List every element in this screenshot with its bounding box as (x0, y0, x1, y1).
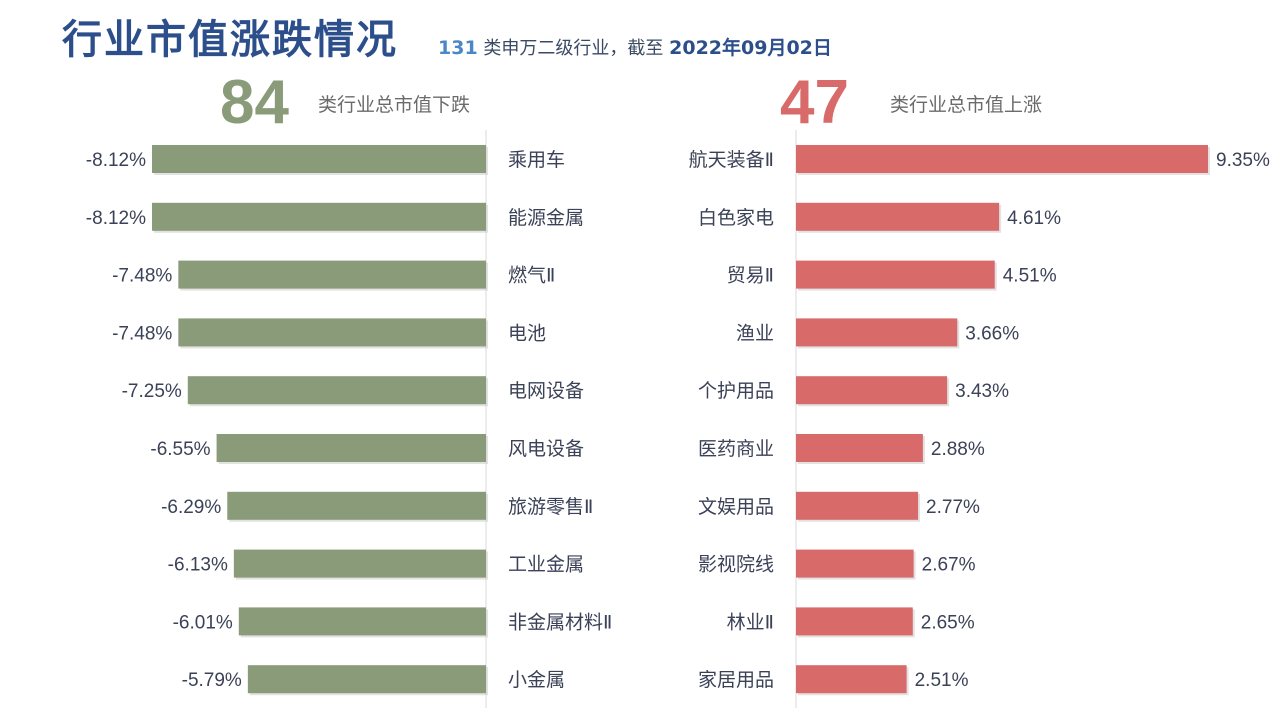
down-category-label: 非金属材料Ⅱ (508, 611, 612, 633)
down-bar (227, 491, 487, 520)
up-category-label: 影视院线 (698, 554, 774, 576)
up-category-label: 航天装备Ⅱ (689, 149, 774, 171)
down-bar (247, 665, 486, 694)
up-category-label: 贸易Ⅱ (727, 265, 774, 287)
up-label: 类行业总市值上涨 (890, 94, 1043, 116)
down-category-label: 乘用车 (508, 149, 565, 171)
down-bar (187, 376, 487, 405)
down-value-label: -7.48% (112, 323, 172, 344)
up-category-label: 个护用品 (698, 380, 774, 402)
down-value-label: -6.01% (173, 612, 233, 633)
page-title: 行业市值涨跌情况 (62, 17, 398, 63)
up-count: 47 (780, 68, 849, 137)
down-value-label: -8.12% (86, 208, 146, 229)
down-category-label: 工业金属 (508, 554, 584, 576)
down-category-label: 小金属 (508, 669, 565, 691)
down-value-label: -7.25% (122, 381, 182, 402)
down-category-label: 旅游零售Ⅱ (508, 496, 593, 518)
up-value-label: 3.43% (955, 381, 1009, 402)
up-bar (796, 665, 907, 694)
up-value-label: 4.51% (1003, 266, 1057, 287)
up-bar (796, 260, 995, 289)
down-value-label: -6.29% (161, 497, 221, 518)
up-value-label: 2.77% (926, 497, 980, 518)
down-bar (178, 260, 486, 289)
up-bar (796, 607, 913, 636)
up-value-label: 3.66% (965, 323, 1019, 344)
up-category-label: 家居用品 (698, 669, 774, 691)
up-bar (796, 318, 958, 347)
down-value-label: -6.55% (150, 439, 210, 460)
up-bar (796, 491, 919, 520)
up-bar (796, 202, 1000, 231)
down-bar (152, 145, 486, 173)
down-category-label: 电网设备 (508, 380, 584, 402)
down-bar (238, 607, 486, 636)
up-category-label: 渔业 (736, 322, 774, 344)
up-value-label: 2.67% (922, 555, 976, 576)
subtitle-text: 类申万二级行业，截至 (477, 38, 670, 59)
down-category-label: 电池 (508, 322, 546, 344)
page-subtitle: 131 类申万二级行业，截至 2022年09月02日 (438, 36, 832, 61)
down-category-label: 燃气Ⅱ (508, 265, 555, 287)
down-bar (152, 202, 486, 231)
down-value-label: -5.79% (182, 670, 242, 691)
down-value-label: -7.48% (112, 266, 172, 287)
up-category-label: 医药商业 (698, 438, 774, 460)
down-category-label: 风电设备 (508, 438, 584, 460)
up-value-label: 4.61% (1007, 208, 1061, 229)
down-category-label: 能源金属 (508, 207, 584, 229)
up-category-label: 白色家电 (698, 207, 774, 229)
up-value-label: 2.88% (931, 439, 985, 460)
up-bar (796, 376, 948, 405)
up-category-label: 林业Ⅱ (727, 611, 774, 633)
down-bar (178, 318, 486, 347)
as-of-date: 2022年09月02日 (669, 37, 832, 59)
up-value-label: 2.51% (915, 670, 969, 691)
down-count: 84 (220, 68, 289, 137)
up-bar (796, 434, 923, 462)
up-category-label: 文娱用品 (698, 496, 774, 518)
up-bar (796, 549, 914, 578)
up-value-label: 2.65% (921, 612, 975, 633)
down-value-label: -6.13% (168, 555, 228, 576)
up-bar (796, 145, 1208, 173)
down-bar (216, 434, 487, 462)
down-value-label: -8.12% (86, 150, 146, 171)
up-value-label: 9.35% (1216, 150, 1270, 171)
down-bar (233, 549, 486, 578)
down-label: 类行业总市值下跌 (318, 94, 471, 116)
industry-count: 131 (438, 37, 478, 59)
